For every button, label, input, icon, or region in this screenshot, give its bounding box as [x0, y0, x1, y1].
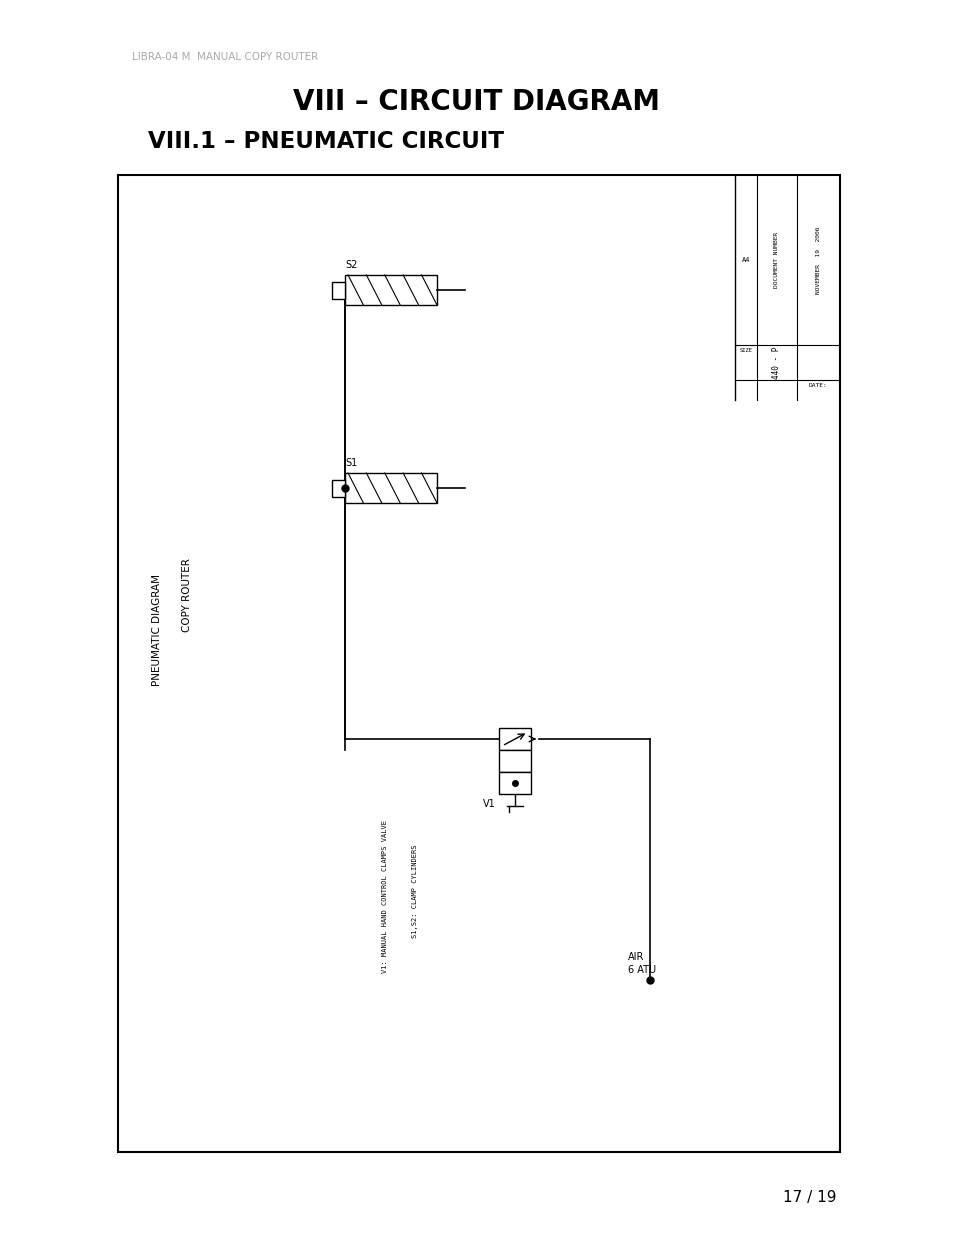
Text: DATE:: DATE:: [808, 383, 827, 388]
Text: 17 / 19: 17 / 19: [782, 1191, 836, 1205]
Text: NOVEMBER  19  2006: NOVEMBER 19 2006: [815, 226, 821, 294]
Text: A4: A4: [741, 257, 749, 263]
Text: S1: S1: [345, 458, 356, 468]
Bar: [498, 727, 531, 750]
Bar: [345, 473, 436, 503]
Text: LIBRA-04 M  MANUAL COPY ROUTER: LIBRA-04 M MANUAL COPY ROUTER: [132, 52, 318, 62]
Bar: [498, 750, 531, 772]
Text: V1: MANUAL HAND CONTROL CLAMPS VALVE: V1: MANUAL HAND CONTROL CLAMPS VALVE: [381, 820, 388, 973]
Bar: [498, 772, 531, 794]
Bar: [332, 479, 345, 496]
Bar: [332, 282, 345, 299]
Text: DOCUMENT NUMBER: DOCUMENT NUMBER: [774, 232, 779, 288]
Text: VIII.1 – PNEUMATIC CIRCUIT: VIII.1 – PNEUMATIC CIRCUIT: [148, 130, 503, 153]
Text: COPY ROUTER: COPY ROUTER: [182, 558, 192, 632]
Bar: [118, 175, 840, 1152]
Text: S2: S2: [345, 261, 357, 270]
Text: VIII – CIRCUIT DIAGRAM: VIII – CIRCUIT DIAGRAM: [294, 88, 659, 116]
Text: V1: V1: [483, 799, 496, 809]
Text: 440 - P: 440 - P: [772, 346, 781, 379]
Text: SIZE: SIZE: [739, 348, 752, 353]
Text: PNEUMATIC DIAGRAM: PNEUMATIC DIAGRAM: [152, 574, 162, 685]
Text: 6 ATU: 6 ATU: [627, 965, 656, 974]
Text: S1,S2: CLAMP CYLINDERS: S1,S2: CLAMP CYLINDERS: [412, 845, 417, 939]
Text: AIR: AIR: [627, 952, 643, 962]
Bar: [345, 275, 436, 305]
